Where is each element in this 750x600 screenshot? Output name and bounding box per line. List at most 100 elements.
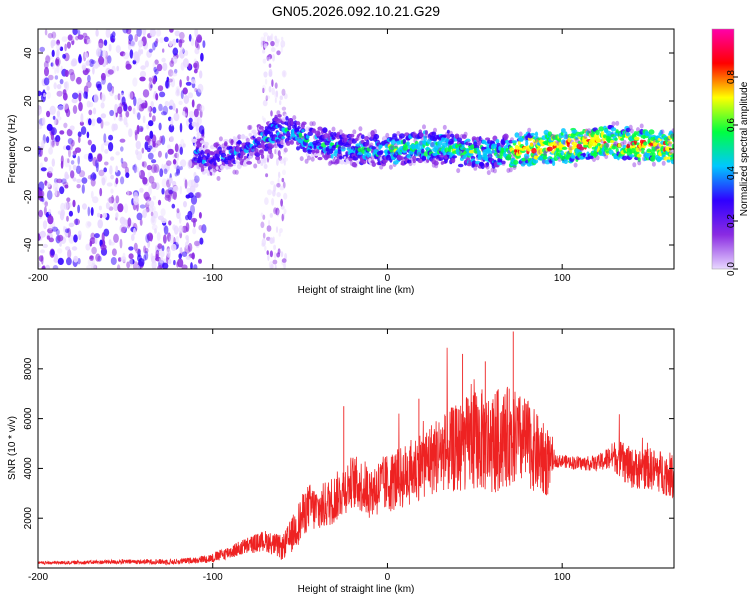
ridge-halo <box>307 155 311 161</box>
noise-blob <box>72 105 78 114</box>
noise-blob <box>43 206 47 216</box>
noise-blob <box>38 209 43 218</box>
snr-frame <box>37 328 675 569</box>
noise-blob <box>179 146 183 155</box>
noise-blob <box>100 113 107 119</box>
noise-blob <box>174 143 179 153</box>
noise-blob <box>176 38 179 43</box>
ridge-cell <box>634 136 640 141</box>
noise-blob <box>108 134 114 141</box>
ridge-halo <box>385 132 390 138</box>
noise-blob <box>156 29 162 37</box>
ridge-halo <box>193 153 198 159</box>
noise-blob <box>262 58 267 64</box>
noise-blob <box>99 214 103 219</box>
noise-blob <box>129 257 133 267</box>
noise-blob <box>97 83 102 91</box>
noise-blob <box>265 95 271 100</box>
noise-blob <box>49 105 56 116</box>
ridge-cell <box>256 136 262 142</box>
ridge-halo <box>353 162 358 168</box>
noise-blob <box>172 47 179 56</box>
noise-blob <box>38 181 45 191</box>
noise-blob <box>274 264 277 269</box>
ridge-cell <box>564 131 568 137</box>
noise-blob <box>86 265 93 269</box>
ridge-cell <box>301 121 307 126</box>
noise-blob <box>264 197 269 206</box>
ridge-cell <box>487 150 493 155</box>
noise-blob <box>47 228 54 234</box>
noise-blob <box>38 105 42 115</box>
ridge-cell <box>605 150 610 154</box>
noise-blob <box>76 184 81 189</box>
noise-blob <box>169 29 174 33</box>
ridge-cell <box>290 120 294 126</box>
ridge-halo <box>234 169 239 175</box>
ridge-cell <box>465 141 469 146</box>
ridge-cell <box>400 156 404 160</box>
noise-blob <box>66 41 71 49</box>
noise-blob <box>194 240 200 247</box>
noise-blob <box>283 192 288 200</box>
noise-blob <box>176 208 180 214</box>
noise-blob <box>56 49 60 57</box>
noise-blob <box>142 177 148 185</box>
ridge-cell <box>496 162 503 166</box>
ridge-cell <box>390 139 397 146</box>
ridge-cell <box>495 139 500 144</box>
ridge-cell <box>617 143 622 148</box>
noise-blob <box>262 87 265 93</box>
noise-blob <box>189 185 196 194</box>
noise-blob <box>172 103 176 111</box>
noise-blob <box>110 257 117 265</box>
noise-blob <box>280 198 283 207</box>
noise-blob <box>283 157 289 162</box>
ridge-cell <box>277 114 282 118</box>
noise-blob <box>185 222 190 233</box>
ridge-cell <box>513 159 519 165</box>
ridge-cell <box>561 139 566 145</box>
noise-blob <box>181 111 186 116</box>
ridge-cell <box>399 133 405 139</box>
y-tick-label: -20 <box>23 189 34 204</box>
noise-blob <box>262 158 267 164</box>
ridge-cell <box>588 142 593 149</box>
noise-blob <box>269 250 273 258</box>
noise-blob <box>126 261 131 269</box>
ridge-cell <box>477 140 481 146</box>
noise-blob <box>172 159 177 165</box>
noise-blob <box>279 185 285 191</box>
ridge-halo <box>434 163 439 169</box>
noise-blob <box>163 225 169 235</box>
noise-blob <box>277 150 281 157</box>
ridge-cell <box>517 140 521 146</box>
noise-blob <box>191 138 198 143</box>
ridge-halo <box>292 115 297 121</box>
noise-blob <box>102 94 106 102</box>
noise-blob <box>51 49 55 58</box>
ridge-cell <box>666 159 671 163</box>
noise-blob <box>270 40 275 47</box>
noise-blob <box>98 169 105 177</box>
ridge-cell <box>215 166 219 171</box>
noise-blob <box>57 105 64 111</box>
noise-blob <box>148 185 152 196</box>
noise-blob <box>67 249 72 259</box>
noise-blob <box>270 33 274 41</box>
noise-blob <box>111 248 117 256</box>
noise-blob <box>176 88 180 96</box>
noise-blob <box>107 55 112 64</box>
ridge-halo <box>422 124 426 130</box>
noise-blob <box>104 161 109 166</box>
ridge-halo <box>512 165 517 170</box>
noise-blob <box>113 233 119 243</box>
y-tick-label: 20 <box>23 95 34 107</box>
ridge-cell <box>626 143 631 149</box>
noise-blob <box>82 32 88 38</box>
noise-blob <box>46 235 51 240</box>
ridge-cell <box>355 143 361 147</box>
noise-blob <box>113 201 119 212</box>
ridge-cell <box>657 156 663 161</box>
noise-blob <box>158 103 163 112</box>
